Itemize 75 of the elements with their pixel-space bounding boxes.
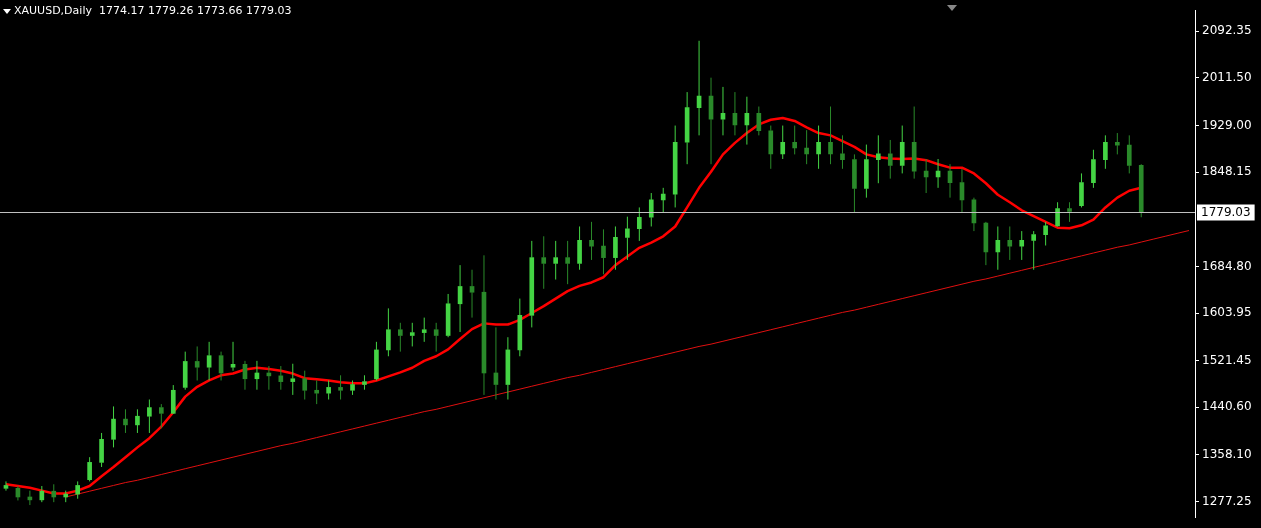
y-tick-label: 1358.10 bbox=[1202, 446, 1252, 461]
candlestick bbox=[1007, 225, 1013, 261]
candlestick bbox=[768, 125, 774, 170]
y-tick-label: 1521.45 bbox=[1202, 352, 1252, 367]
candlestick bbox=[386, 307, 391, 357]
chart-title: XAUUSD,Daily 1774.17 1779.26 1773.66 1779.03 bbox=[14, 4, 292, 17]
candlestick bbox=[1091, 149, 1096, 189]
candlestick bbox=[601, 228, 606, 275]
candlestick bbox=[1126, 134, 1132, 174]
candlestick bbox=[529, 240, 535, 328]
candlestick bbox=[338, 374, 343, 401]
candlestick bbox=[75, 480, 81, 500]
candlestick bbox=[660, 187, 666, 213]
candlestick bbox=[1043, 221, 1048, 247]
candlestick bbox=[421, 317, 427, 343]
candlestick bbox=[648, 192, 654, 227]
candlestick bbox=[433, 322, 439, 353]
candlestick bbox=[302, 370, 308, 401]
candlestick bbox=[1019, 230, 1025, 261]
candlestick bbox=[672, 125, 678, 208]
candlestick bbox=[374, 341, 379, 381]
y-tick-label: 2092.35 bbox=[1202, 23, 1252, 38]
candlestick bbox=[409, 322, 415, 347]
candlestick bbox=[541, 235, 547, 290]
candlestick bbox=[111, 405, 116, 448]
candlestick bbox=[1103, 134, 1108, 170]
candlestick bbox=[637, 206, 642, 242]
candlestick bbox=[613, 225, 618, 271]
candlestick bbox=[147, 399, 152, 434]
candlestick bbox=[123, 408, 128, 434]
y-tick-label: 1603.95 bbox=[1202, 305, 1252, 320]
candlestick bbox=[577, 225, 582, 271]
candlestick bbox=[852, 153, 857, 213]
candlestick bbox=[159, 403, 164, 429]
candlestick bbox=[290, 363, 296, 396]
candlestick bbox=[887, 139, 893, 180]
candlestick bbox=[99, 432, 104, 468]
y-tick-label: 1848.15 bbox=[1202, 164, 1252, 179]
y-tick-label: 2011.50 bbox=[1202, 70, 1252, 85]
candlestick bbox=[625, 216, 630, 261]
candlestick bbox=[194, 345, 200, 381]
candlestick bbox=[170, 384, 176, 414]
candlestick bbox=[911, 106, 917, 180]
candlestick bbox=[362, 374, 367, 391]
candlestick bbox=[1055, 201, 1060, 227]
candlestick bbox=[899, 125, 905, 174]
candlestick bbox=[565, 240, 570, 285]
candlestick bbox=[816, 125, 821, 170]
candlestick bbox=[135, 408, 140, 434]
candlestick bbox=[39, 485, 45, 503]
y-tick-label: 1277.25 bbox=[1202, 493, 1252, 508]
candlestick bbox=[828, 106, 833, 165]
candlestick bbox=[1067, 201, 1072, 223]
candlestick bbox=[517, 298, 523, 357]
candlestick bbox=[589, 221, 594, 261]
candlestick bbox=[398, 322, 403, 353]
y-tick-label: 1440.60 bbox=[1202, 399, 1252, 414]
candlestick bbox=[995, 225, 1001, 271]
candlestick bbox=[1031, 230, 1037, 271]
candlestick bbox=[1079, 172, 1084, 208]
candlestick bbox=[804, 129, 809, 165]
ref-line-label: 1779.03 bbox=[1201, 204, 1251, 219]
candlestick bbox=[326, 379, 331, 401]
candlestick bbox=[876, 134, 881, 184]
candlestick bbox=[350, 379, 355, 396]
y-tick-label: 1684.80 bbox=[1202, 258, 1252, 273]
candlestick bbox=[278, 365, 284, 391]
candlestick bbox=[780, 125, 786, 160]
candlestick bbox=[864, 144, 869, 199]
candlestick bbox=[553, 240, 559, 281]
candlestick bbox=[792, 125, 798, 155]
y-tick-label: 1929.00 bbox=[1202, 117, 1252, 132]
candlestick bbox=[182, 351, 188, 391]
candlestick bbox=[51, 483, 57, 503]
candlestick bbox=[840, 134, 845, 170]
